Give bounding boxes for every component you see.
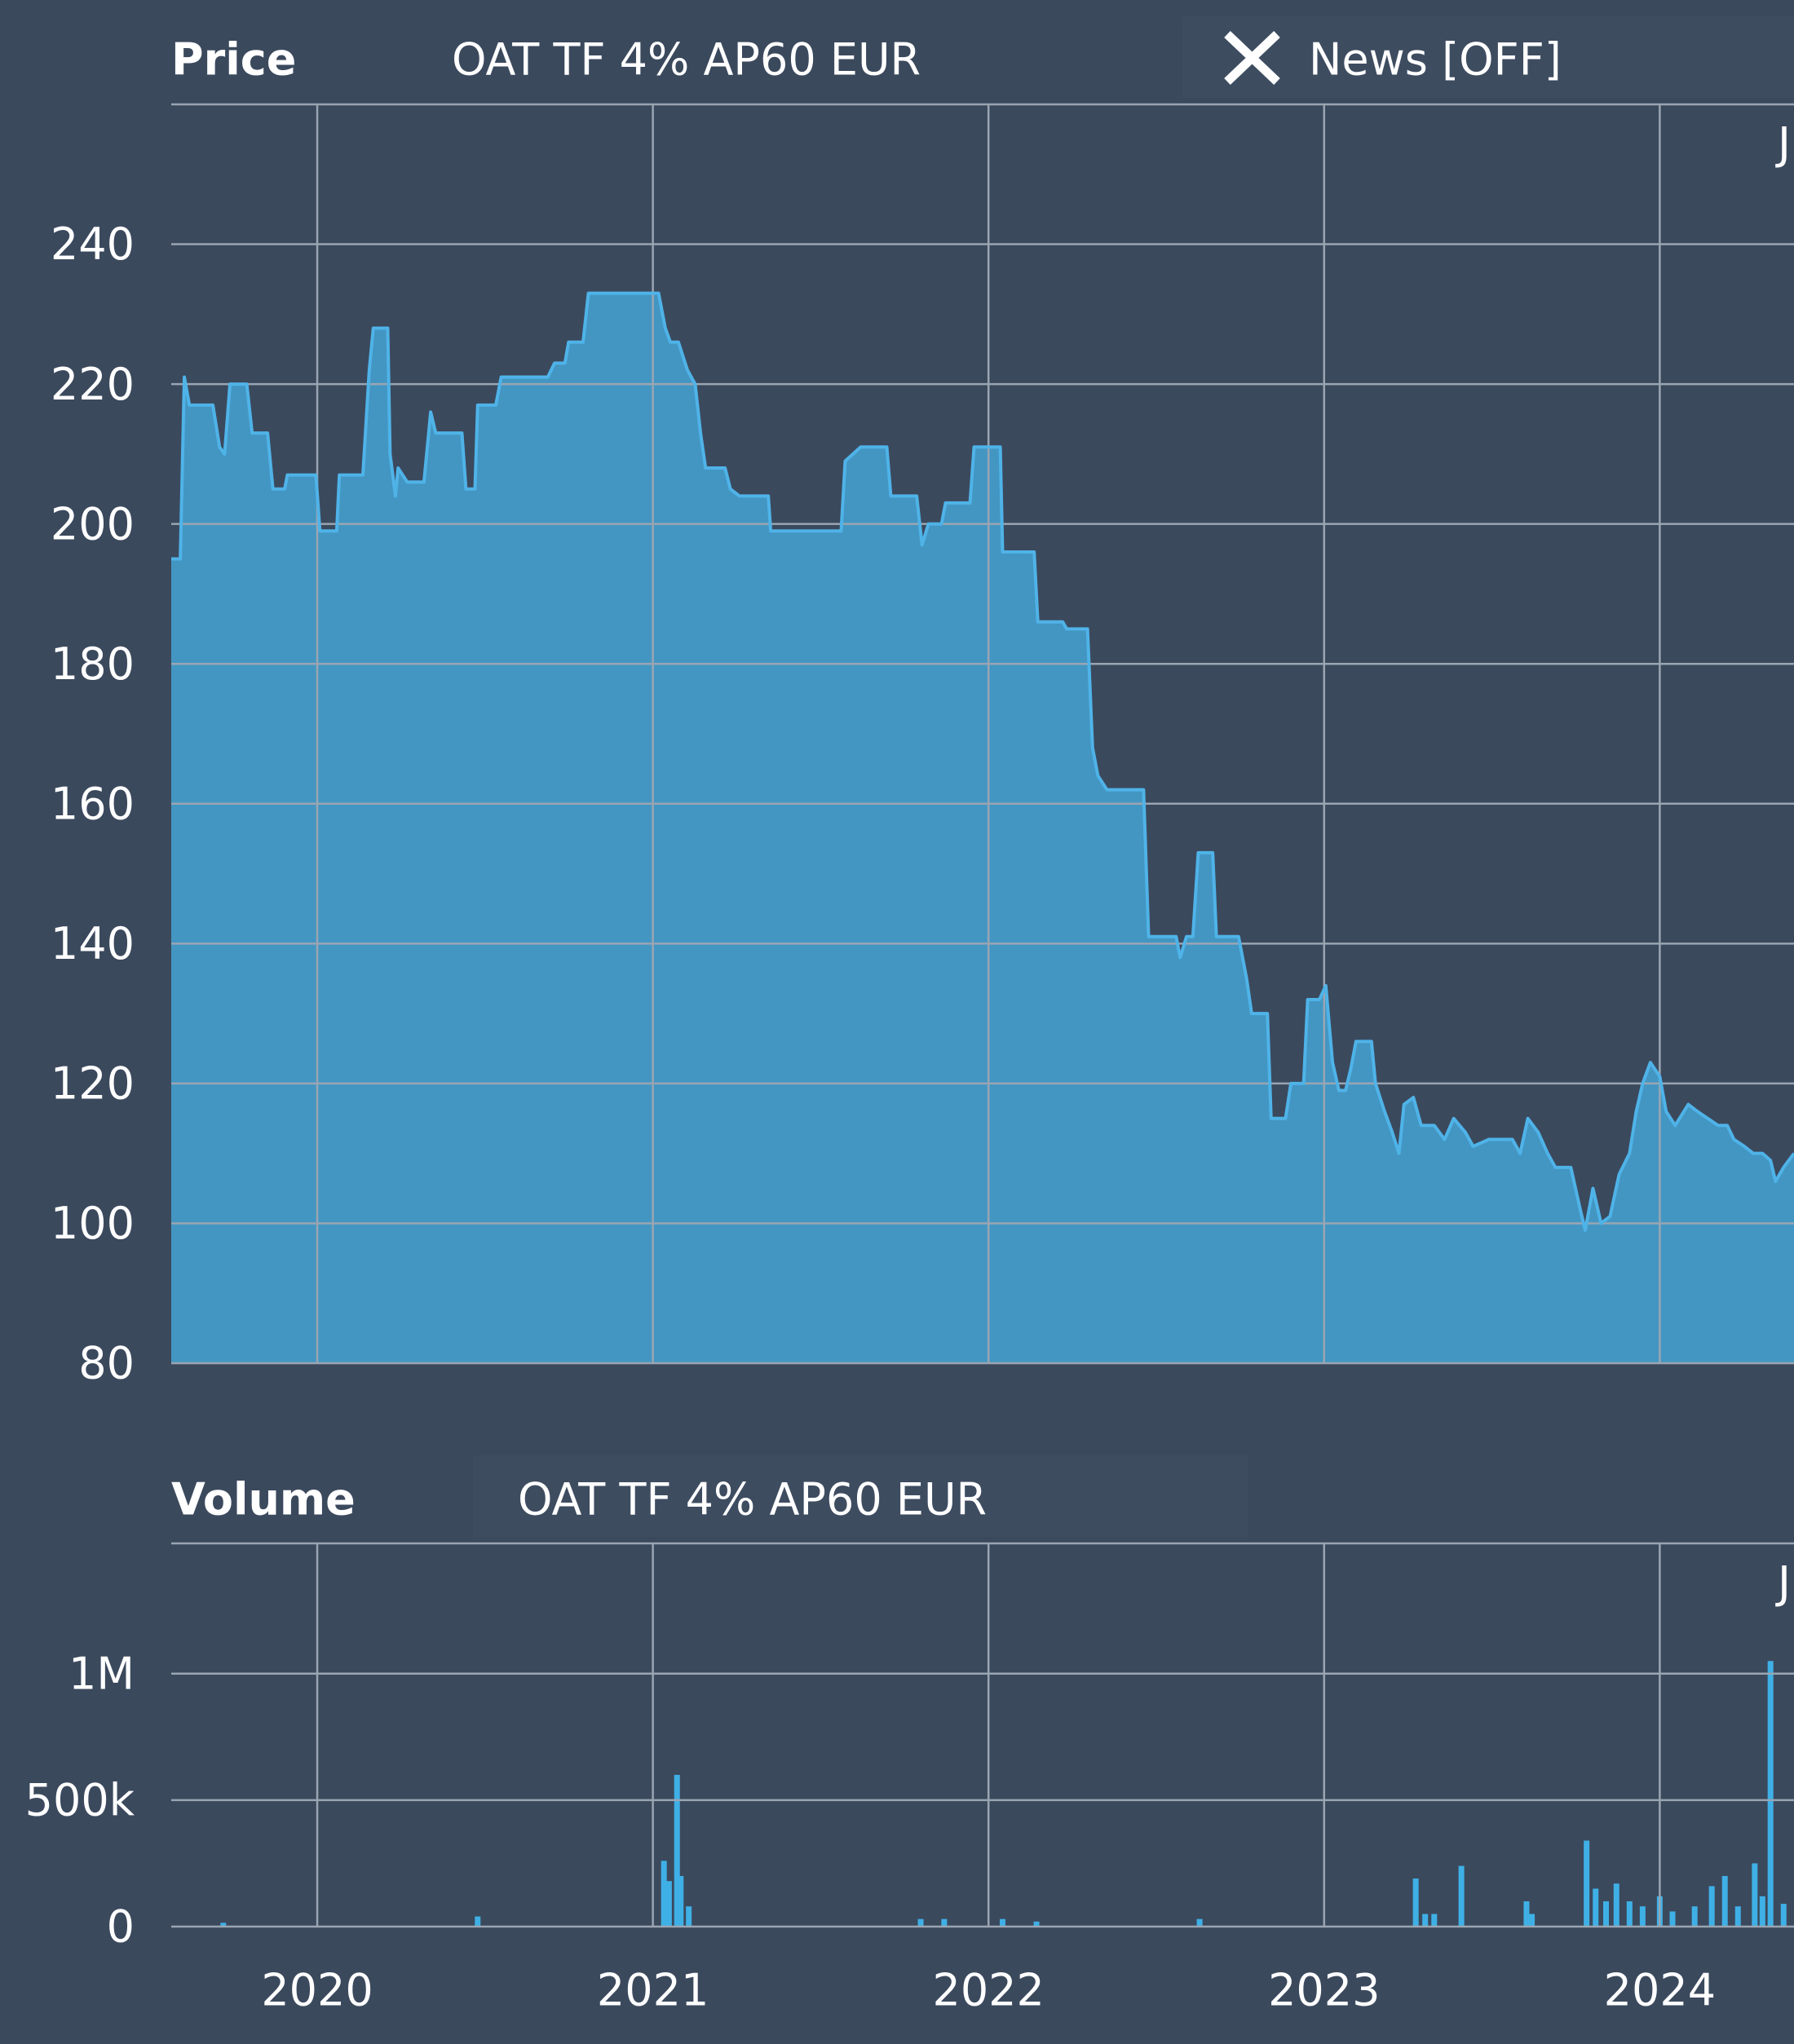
panel-label: Volume	[171, 1474, 356, 1525]
volume-bar	[999, 1918, 1005, 1927]
volume-bar	[661, 1861, 667, 1927]
plot	[171, 293, 1794, 1364]
volume-bar	[678, 1875, 684, 1927]
instrument-title: OAT TF 4% AP60 EUR	[452, 34, 921, 86]
volume-bar	[1196, 1918, 1203, 1927]
toolbar-panel	[1182, 16, 1794, 98]
news-toggle[interactable]: News [OFF]	[1309, 34, 1562, 86]
volume-bar	[1529, 1914, 1536, 1927]
y-tick-label: 240	[51, 219, 135, 270]
y-tick-label: 120	[51, 1058, 135, 1110]
volume-bar	[1458, 1865, 1465, 1927]
volume-bar	[1412, 1878, 1419, 1927]
volume-bar	[941, 1918, 948, 1927]
volume-bar	[1033, 1921, 1040, 1927]
volume-bar	[1626, 1901, 1633, 1927]
volume-bar	[1669, 1911, 1676, 1927]
volume-bar	[665, 1881, 672, 1927]
panel-label: Price	[171, 34, 296, 86]
y-tick-label: 160	[51, 778, 135, 829]
volume-bar	[1584, 1840, 1590, 1927]
volume-bar	[1603, 1901, 1610, 1927]
y-tick-label: 1M	[68, 1648, 135, 1699]
x-tick-label: 2021	[597, 1965, 709, 2016]
close-stroke[interactable]	[1224, 31, 1280, 85]
x-tick-label: 2024	[1604, 1965, 1716, 2016]
x-tick-label: 2023	[1268, 1965, 1380, 2016]
volume-bar	[1639, 1906, 1646, 1927]
close-icon[interactable]	[1224, 31, 1280, 85]
volume-bar	[1780, 1904, 1787, 1927]
volume-bar	[1734, 1906, 1741, 1927]
volume-bar	[1691, 1906, 1698, 1927]
corner-label: J	[1775, 118, 1791, 170]
volume-bar	[1721, 1875, 1728, 1927]
x-tick-label: 2020	[261, 1965, 373, 2016]
toolbar-panel	[473, 1455, 1248, 1537]
y-tick-label: 0	[107, 1901, 135, 1953]
x-tick-label: 2022	[932, 1965, 1044, 2016]
volume-bar	[917, 1918, 924, 1927]
volume-bar	[475, 1916, 481, 1927]
y-tick-label: 200	[51, 498, 135, 550]
y-tick-label: 220	[51, 359, 135, 410]
corner-label: J	[1775, 1557, 1791, 1609]
volume-bar	[674, 1774, 680, 1927]
volume-bar	[1708, 1886, 1715, 1927]
volume-bar	[1422, 1914, 1429, 1927]
volume-bar	[1752, 1863, 1758, 1927]
y-tick-label: 180	[51, 638, 135, 690]
volume-bar	[1523, 1901, 1530, 1927]
volume-bar	[1767, 1661, 1774, 1927]
volume-bar	[220, 1923, 227, 1927]
y-tick-label: 100	[51, 1198, 135, 1249]
volume-bar	[1613, 1883, 1619, 1927]
instrument-title: OAT TF 4% AP60 EUR	[518, 1474, 987, 1525]
y-tick-label: 140	[51, 918, 135, 969]
volume-bar	[1431, 1914, 1438, 1927]
y-tick-label: 500k	[25, 1775, 135, 1826]
price-line	[171, 291, 1794, 1233]
volume-bar	[1593, 1888, 1599, 1927]
volume-bar	[1759, 1896, 1765, 1927]
area-fill	[171, 293, 1794, 1364]
plot	[220, 1661, 1787, 1927]
y-tick-label: 80	[78, 1338, 135, 1389]
volume-bar	[686, 1906, 692, 1927]
